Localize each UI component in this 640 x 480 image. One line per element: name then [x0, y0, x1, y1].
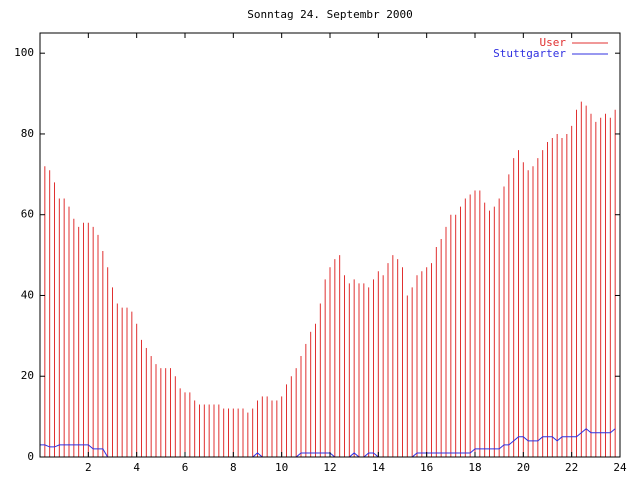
x-tick-label: 22 — [565, 461, 578, 474]
y-tick-label: 60 — [21, 208, 34, 221]
x-tick-label: 16 — [420, 461, 433, 474]
x-tick-label: 20 — [517, 461, 530, 474]
y-tick-label: 40 — [21, 288, 34, 301]
series-line — [40, 428, 616, 458]
x-tick-label: 10 — [275, 461, 288, 474]
x-tick-label: 8 — [230, 461, 237, 474]
y-tick-label: 0 — [27, 450, 34, 463]
x-tick-label: 2 — [85, 461, 92, 474]
y-tick-label: 20 — [21, 369, 34, 382]
chart-title: Sonntag 24. Septembr 2000 — [247, 8, 413, 21]
x-tick-label: 12 — [323, 461, 336, 474]
x-tick-label: 6 — [182, 461, 189, 474]
y-tick-label: 100 — [14, 46, 34, 59]
x-tick-label: 4 — [133, 461, 140, 474]
x-tick-label: 24 — [613, 461, 627, 474]
legend-label: Stuttgarter — [493, 47, 566, 60]
x-tick-label: 18 — [468, 461, 481, 474]
legend-label: User — [540, 36, 567, 49]
x-tick-label: 14 — [372, 461, 386, 474]
y-tick-label: 80 — [21, 127, 34, 140]
